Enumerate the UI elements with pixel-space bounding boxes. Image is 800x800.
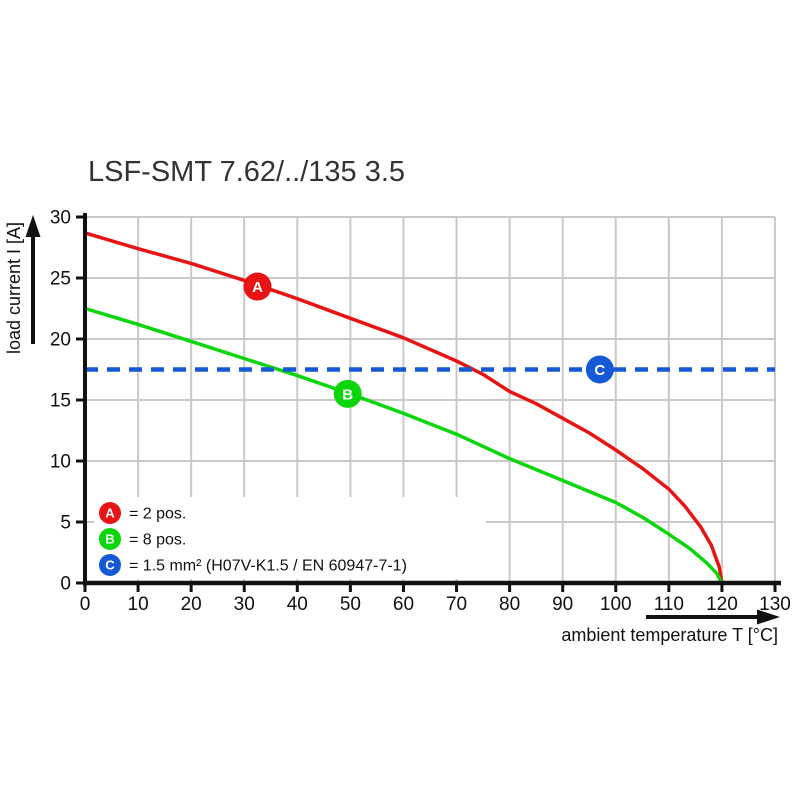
legend-marker-letter: A xyxy=(105,506,115,521)
curve-B xyxy=(84,306,724,584)
y-tick-label: 25 xyxy=(50,269,71,290)
legend-marker-letter: C xyxy=(105,558,115,573)
x-tick-label: 80 xyxy=(499,594,520,615)
legend-marker-C-icon xyxy=(99,554,121,576)
curve-marker-letter: B xyxy=(342,386,353,403)
x-tick-label: 50 xyxy=(340,594,361,615)
chart-title: LSF-SMT 7.62/../135 3.5 xyxy=(88,156,406,188)
legend-item-A: A = 2 pos. xyxy=(99,502,186,524)
legend-layer: A = 2 pos. B = 8 pos. C = 1.5 mm² (H07V-K1.5 … xyxy=(94,497,486,579)
curve-marker-letter: A xyxy=(252,279,263,296)
y-tick-label: 30 xyxy=(50,208,71,229)
x-axis-title: ambient temperature T [°C] xyxy=(561,625,778,645)
legend-marker-B-icon xyxy=(99,528,121,550)
legend-background xyxy=(94,497,486,579)
legend-marker-A-icon xyxy=(99,502,121,524)
curve-marker-A: A xyxy=(243,272,272,301)
x-tick-label: 10 xyxy=(128,594,149,615)
curve-marker-C: C xyxy=(585,355,614,384)
x-tick-label: 90 xyxy=(552,594,573,615)
x-tick-label: 60 xyxy=(393,594,414,615)
x-tick-label: 30 xyxy=(234,594,255,615)
y-tick-label: 20 xyxy=(50,330,71,351)
x-tick-label: 0 xyxy=(80,594,91,615)
legend-item-C: C = 1.5 mm² (H07V-K1.5 / EN 60947-7-1) xyxy=(99,554,407,576)
legend-marker-letter: B xyxy=(105,532,114,547)
x-tick-label: 70 xyxy=(446,594,467,615)
x-axis-arrowhead-icon xyxy=(757,609,780,625)
y-tick-label: 15 xyxy=(50,391,71,412)
x-axis-title-group: ambient temperature T [°C] xyxy=(561,609,780,645)
x-tick-label: 20 xyxy=(181,594,202,615)
curve-marker-C-icon xyxy=(585,355,614,384)
x-tick-label: 130 xyxy=(759,594,791,615)
legend-label: = 1.5 mm² (H07V-K1.5 / EN 60947-7-1) xyxy=(129,558,407,575)
y-tick-label: 0 xyxy=(60,574,71,595)
y-axis-arrowhead-icon xyxy=(25,215,41,237)
y-tick-label: 5 xyxy=(60,513,71,534)
legend-label: = 2 pos. xyxy=(129,506,186,523)
curve-marker-B-icon xyxy=(333,379,362,408)
legend-item-B: B = 8 pos. xyxy=(99,528,186,550)
curve-marker-A-icon xyxy=(243,272,272,301)
x-tick-label: 40 xyxy=(287,594,308,615)
y-axis-title-group: load current I [A] xyxy=(4,215,41,354)
legend-label: = 8 pos. xyxy=(129,532,186,549)
curve-marker-letter: C xyxy=(594,362,605,379)
y-tick-label: 10 xyxy=(50,452,71,473)
y-axis-title: load current I [A] xyxy=(4,222,24,354)
marker-layer: A B C xyxy=(243,272,614,408)
x-tick-label: 110 xyxy=(654,594,684,615)
x-tick-label: 100 xyxy=(600,594,632,615)
tick-layer: 0 10 20 30 40 50 60 70 80 90 100 110 120 130 0 5 10 15 20 2… xyxy=(50,208,791,616)
x-tick-label: 120 xyxy=(706,594,738,615)
curve-marker-B: B xyxy=(333,379,362,408)
